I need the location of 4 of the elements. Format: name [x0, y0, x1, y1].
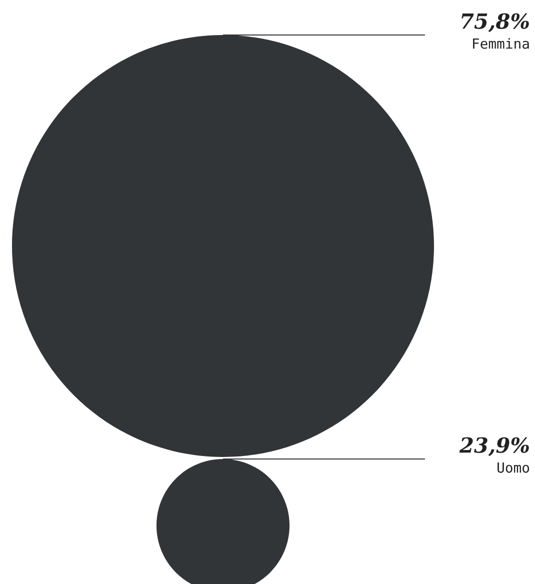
data-label: 75,8% [462, 13, 529, 32]
category-label: Uomo [498, 462, 530, 473]
data-label: 23,9% [459, 437, 529, 456]
category-label: Femmina [473, 38, 529, 49]
